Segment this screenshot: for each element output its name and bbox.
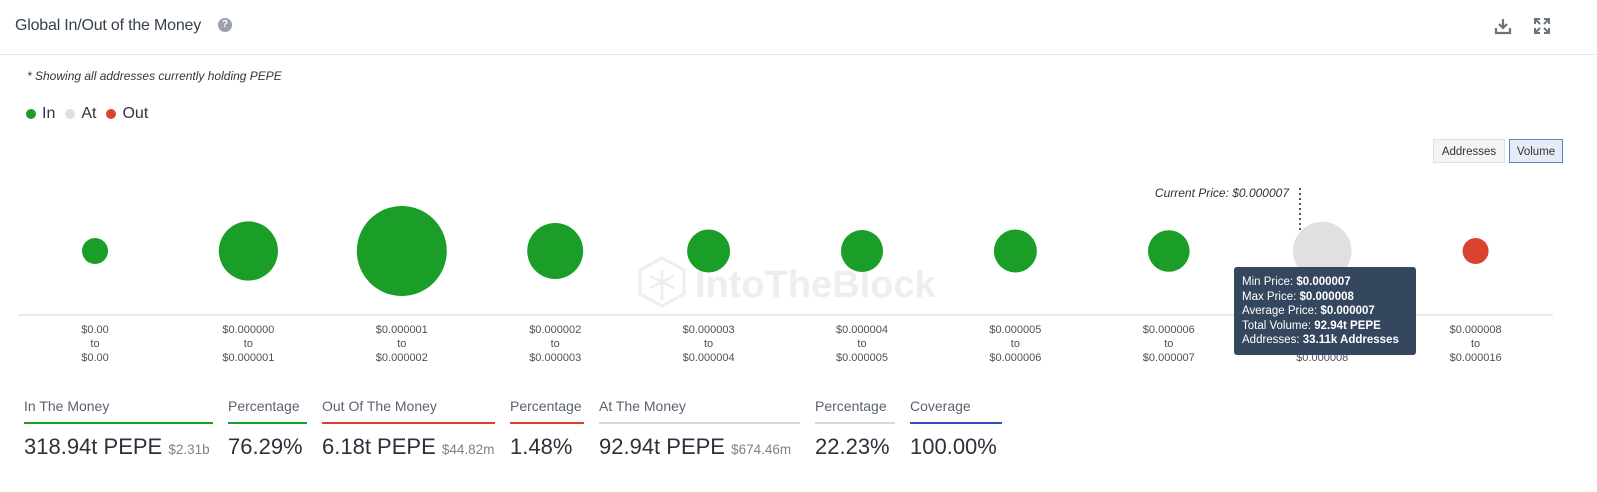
tooltip-min-price: Min Price: $0.000007 — [1242, 276, 1351, 288]
x-tick-label-5: $0.000004 — [683, 352, 735, 364]
stat-value: 100.00% — [910, 434, 997, 459]
legend-label-in: In — [42, 105, 56, 122]
tooltip-max-price: Max Price: $0.000008 — [1242, 290, 1354, 303]
bubble-3[interactable] — [356, 206, 447, 296]
legend-label-out: Out — [122, 105, 149, 122]
tooltip-addresses: Addresses: 33.11k Addresses — [1242, 334, 1399, 347]
legend-label-at: At — [81, 105, 97, 122]
x-tick-label-3: $0.000001 — [376, 324, 428, 336]
download-icon[interactable] — [1493, 16, 1513, 36]
x-tick-label-3: $0.000002 — [376, 352, 428, 364]
bubble-6[interactable] — [840, 229, 884, 273]
watermark: IntoTheBlock — [638, 256, 937, 308]
stat-coverage: Coverage 100.00% — [910, 398, 1002, 460]
stat-label: In The Money — [24, 398, 110, 414]
x-tick-label-7: $0.000006 — [989, 352, 1041, 364]
stat-value: 6.18t PEPE — [322, 434, 436, 459]
chart-legend: In At Out — [26, 105, 158, 123]
bubble-chart: IntoTheBlock Current Price: $0.000007 $0… — [18, 186, 1553, 364]
x-tick-label-2: to — [244, 338, 253, 350]
x-tick-label-1: to — [90, 338, 99, 350]
bubble-tooltip: Min Price: $0.000007 Max Price: $0.00000… — [1234, 267, 1416, 355]
x-tick-label-8: $0.000007 — [1143, 352, 1195, 364]
stat-value: 92.94t PEPE — [599, 434, 725, 459]
tooltip-total-volume: Total Volume: 92.94t PEPE — [1242, 319, 1381, 332]
x-tick-label-4: $0.000002 — [529, 324, 581, 336]
stat-in-percentage: Percentage 76.29% — [228, 398, 307, 460]
bubble-1[interactable] — [82, 238, 108, 264]
current-price-label: Current Price: $0.000007 — [1155, 186, 1290, 200]
x-tick-label-10: to — [1471, 338, 1480, 350]
x-tick-label-8: to — [1164, 338, 1173, 350]
x-tick-label-8: $0.000006 — [1143, 324, 1195, 336]
legend-item-at[interactable]: At — [65, 105, 96, 123]
stat-value: 1.48% — [510, 434, 573, 459]
bubble-2[interactable] — [218, 221, 278, 281]
stat-label: At The Money — [599, 398, 686, 414]
stat-label: Percentage — [815, 398, 887, 414]
stat-label: Percentage — [510, 398, 582, 414]
x-tick-label-6: $0.000004 — [836, 324, 888, 336]
stat-out-percentage: Percentage 1.48% — [510, 398, 584, 460]
bubble-10[interactable] — [1462, 238, 1489, 264]
x-tick-label-10: $0.000016 — [1450, 352, 1502, 364]
stat-label: Coverage — [910, 398, 971, 414]
stat-label: Percentage — [228, 398, 300, 414]
x-tick-label-5: $0.000003 — [683, 324, 735, 336]
x-tick-label-1: $0.00 — [81, 324, 109, 336]
addresses-toggle-button[interactable]: Addresses — [1433, 139, 1505, 163]
bubble-8[interactable] — [1148, 230, 1190, 272]
legend-dot-at — [65, 109, 76, 119]
stat-in-the-money: In The Money 318.94t PEPE $2.31b — [24, 398, 213, 460]
x-tick-label-6: $0.000005 — [836, 352, 888, 364]
x-tick-label-5: to — [704, 338, 713, 350]
volume-toggle-button[interactable]: Volume — [1509, 139, 1563, 163]
stat-usd: $2.31b — [168, 442, 210, 457]
bubble-5[interactable] — [687, 229, 731, 273]
x-tick-label-10: $0.000008 — [1450, 324, 1502, 336]
bubble-4[interactable] — [527, 223, 584, 279]
stat-out-of-the-money: Out Of The Money 6.18t PEPE $44.82m — [322, 398, 495, 460]
watermark-text: IntoTheBlock — [695, 264, 937, 306]
stat-at-percentage: Percentage 22.23% — [815, 398, 895, 460]
expand-icon[interactable] — [1532, 16, 1552, 36]
legend-dot-in — [26, 109, 36, 119]
legend-dot-out — [106, 109, 117, 119]
x-tick-label-7: to — [1011, 338, 1020, 350]
stat-at-the-money: At The Money 92.94t PEPE $674.46m — [599, 398, 800, 460]
x-tick-label-2: $0.000001 — [222, 352, 274, 364]
legend-item-in[interactable]: In — [26, 105, 55, 123]
stat-value: 318.94t PEPE — [24, 434, 163, 459]
x-tick-label-1: $0.00 — [81, 352, 109, 364]
tooltip-avg-price: Average Price: $0.000007 — [1242, 305, 1375, 318]
x-tick-label-6: to — [857, 338, 866, 350]
x-tick-label-3: to — [397, 338, 406, 350]
x-tick-label-7: $0.000005 — [989, 324, 1041, 336]
stat-value: 22.23% — [815, 434, 890, 459]
bubble-9[interactable] — [1292, 221, 1352, 281]
x-tick-label-9: $0.000008 — [1296, 352, 1348, 364]
bubble-7[interactable] — [993, 229, 1037, 273]
help-icon[interactable]: ? — [218, 18, 232, 32]
holders-note: * Showing all addresses currently holdin… — [27, 69, 282, 83]
legend-item-out[interactable]: Out — [106, 105, 148, 123]
x-tick-label-2: $0.000000 — [222, 324, 274, 336]
x-tick-label-4: to — [551, 338, 560, 350]
x-tick-label-4: $0.000003 — [529, 352, 581, 364]
stat-usd: $44.82m — [441, 442, 495, 457]
stat-usd: $674.46m — [731, 442, 792, 457]
widget-title: Global In/Out of the Money — [15, 17, 202, 34]
stat-label: Out Of The Money — [322, 398, 437, 414]
stat-value: 76.29% — [228, 434, 303, 459]
widget-header: Global In/Out of the Money ? — [0, 0, 1597, 55]
